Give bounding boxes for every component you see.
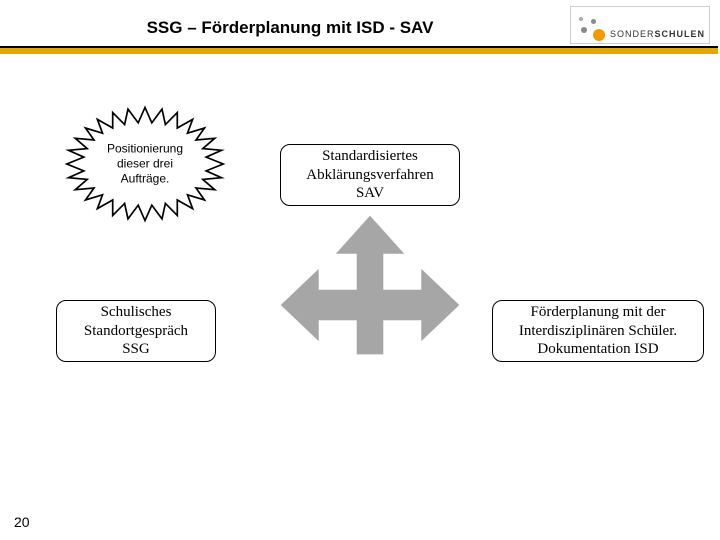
starburst-text: Positionierungdieser dreiAufträge. — [80, 142, 210, 187]
starburst-callout: Positionierungdieser dreiAufträge. — [60, 104, 230, 224]
box-isd: Förderplanung mit derInterdisziplinären … — [492, 300, 704, 362]
logo-line2-light: SONDER — [610, 29, 655, 39]
page-number: 20 — [14, 514, 30, 530]
title-underline — [0, 46, 718, 54]
logo-line2-bold: SCHULEN — [654, 29, 705, 39]
logo: SONDERSCHULEN — [570, 6, 710, 44]
box-sav: StandardisiertesAbklärungsverfahrenSAV — [280, 144, 460, 206]
three-way-arrow — [275, 210, 465, 400]
slide-title: SSG – Förderplanung mit ISD - SAV — [0, 18, 580, 38]
box-ssg: SchulischesStandortgesprächSSG — [56, 300, 216, 362]
diagram-stage: Positionierungdieser dreiAufträge. Stand… — [0, 62, 720, 540]
